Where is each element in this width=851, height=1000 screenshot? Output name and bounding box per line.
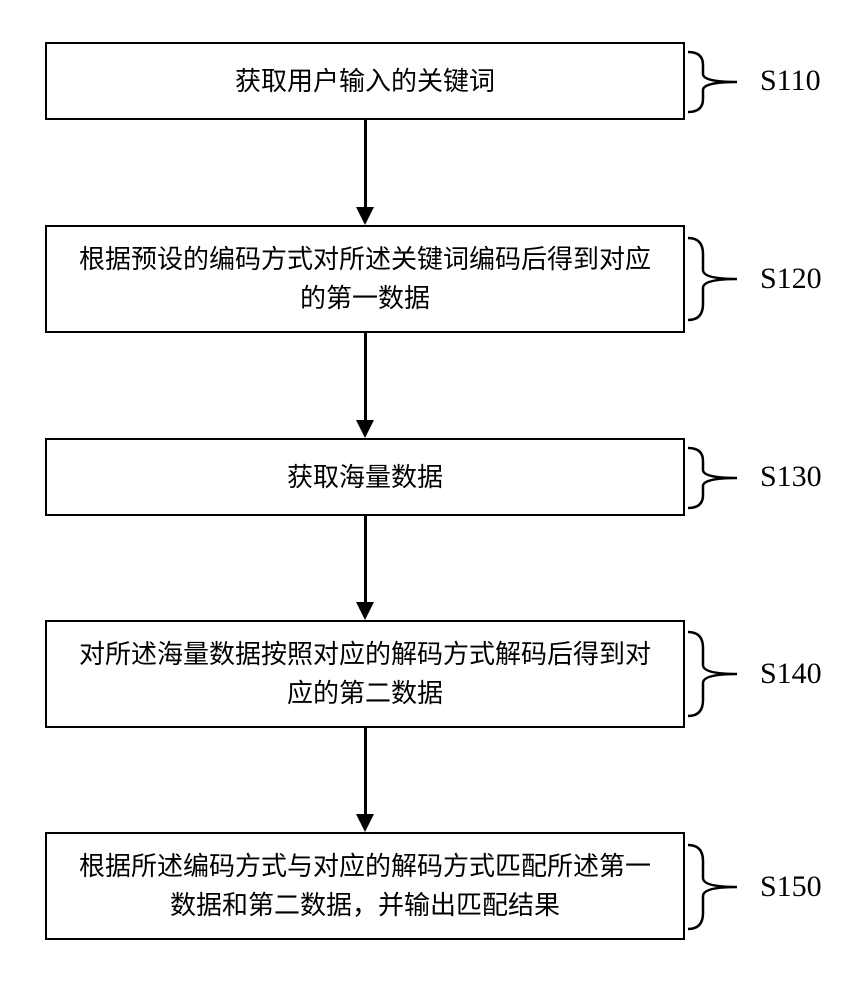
brace-s150 [685, 843, 745, 931]
arrow-2-head [356, 420, 374, 438]
node-text: 获取海量数据 [287, 458, 443, 497]
flowchart-canvas: 获取用户输入的关键词 根据预设的编码方式对所述关键词编码后得到对应的第一数据 获… [0, 0, 851, 1000]
arrow-3-head [356, 602, 374, 620]
node-text: 对所述海量数据按照对应的解码方式解码后得到对应的第二数据 [67, 635, 663, 713]
brace-s110 [685, 50, 745, 114]
step-label-s120: S120 [760, 262, 822, 296]
brace-s120 [685, 236, 745, 322]
node-text: 获取用户输入的关键词 [235, 62, 495, 101]
step-label-s150: S150 [760, 870, 822, 904]
arrow-3-line [364, 516, 367, 602]
brace-s140 [685, 630, 745, 718]
arrow-1-line [364, 120, 367, 207]
arrow-4-line [364, 728, 367, 814]
node-text: 根据预设的编码方式对所述关键词编码后得到对应的第一数据 [67, 240, 663, 318]
arrow-2-line [364, 333, 367, 420]
step-label-s110: S110 [760, 64, 821, 98]
flow-node-s110: 获取用户输入的关键词 [45, 42, 685, 120]
brace-s130 [685, 446, 745, 510]
step-label-s140: S140 [760, 657, 822, 691]
flow-node-s120: 根据预设的编码方式对所述关键词编码后得到对应的第一数据 [45, 225, 685, 333]
arrow-1-head [356, 207, 374, 225]
flow-node-s140: 对所述海量数据按照对应的解码方式解码后得到对应的第二数据 [45, 620, 685, 728]
step-label-s130: S130 [760, 460, 822, 494]
node-text: 根据所述编码方式与对应的解码方式匹配所述第一数据和第二数据，并输出匹配结果 [67, 847, 663, 925]
arrow-4-head [356, 814, 374, 832]
flow-node-s130: 获取海量数据 [45, 438, 685, 516]
flow-node-s150: 根据所述编码方式与对应的解码方式匹配所述第一数据和第二数据，并输出匹配结果 [45, 832, 685, 940]
